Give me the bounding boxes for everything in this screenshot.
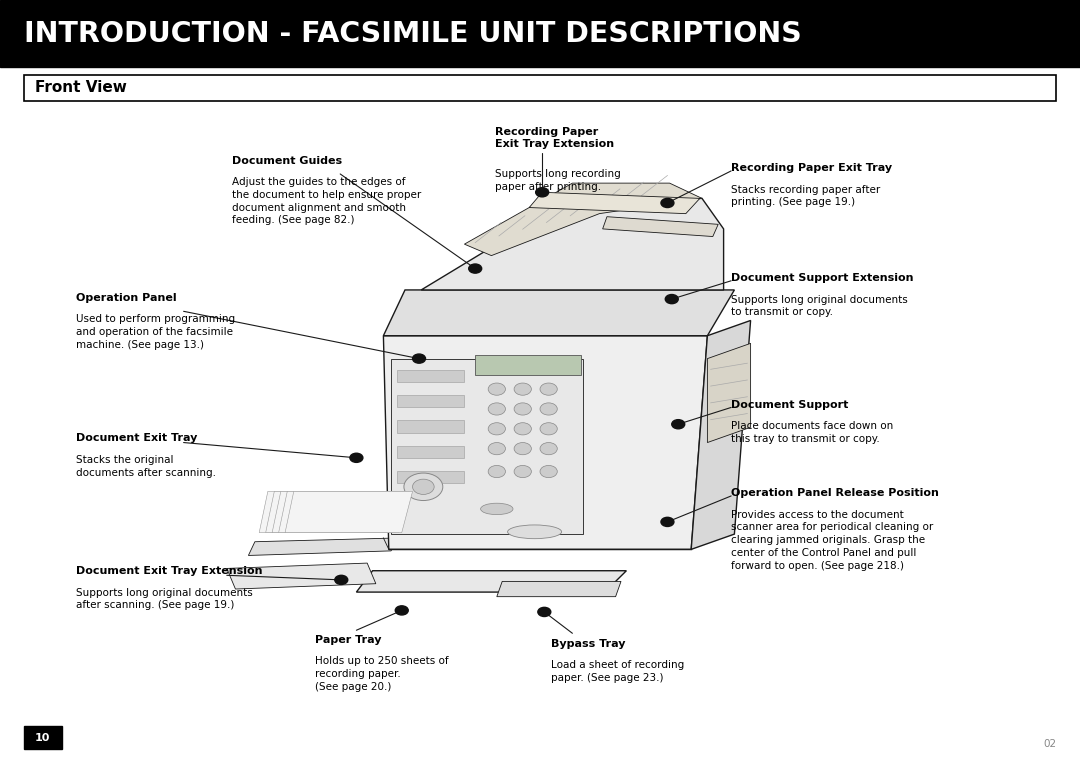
- Circle shape: [540, 403, 557, 415]
- Polygon shape: [691, 320, 751, 549]
- Circle shape: [488, 443, 505, 455]
- Polygon shape: [397, 471, 464, 483]
- Text: Used to perform programming
and operation of the facsimile
machine. (See page 13: Used to perform programming and operatio…: [76, 314, 234, 350]
- Text: Paper Tray: Paper Tray: [315, 635, 382, 645]
- Circle shape: [395, 606, 408, 615]
- Circle shape: [540, 423, 557, 435]
- Circle shape: [514, 423, 531, 435]
- Text: Provides access to the document
scanner area for periodical cleaning or
clearing: Provides access to the document scanner …: [731, 510, 933, 571]
- Ellipse shape: [481, 504, 513, 515]
- Polygon shape: [421, 198, 724, 290]
- Bar: [0, 0, 1080, 67]
- Polygon shape: [397, 420, 464, 433]
- Text: Document Exit Tray Extension: Document Exit Tray Extension: [76, 566, 262, 576]
- Circle shape: [514, 465, 531, 478]
- Polygon shape: [356, 571, 626, 592]
- Text: Document Exit Tray: Document Exit Tray: [76, 433, 197, 443]
- Circle shape: [514, 443, 531, 455]
- Text: 02: 02: [1043, 739, 1056, 749]
- Text: Stacks recording paper after
printing. (See page 19.): Stacks recording paper after printing. (…: [731, 185, 880, 208]
- Polygon shape: [397, 370, 464, 382]
- Ellipse shape: [508, 525, 562, 539]
- Circle shape: [661, 517, 674, 526]
- Polygon shape: [266, 491, 403, 533]
- Polygon shape: [279, 491, 409, 533]
- Polygon shape: [603, 217, 718, 237]
- Bar: [24, 75, 1056, 101]
- Circle shape: [469, 264, 482, 273]
- Text: Document Guides: Document Guides: [232, 156, 342, 166]
- Polygon shape: [383, 336, 707, 549]
- Circle shape: [672, 420, 685, 429]
- Circle shape: [404, 473, 443, 501]
- Polygon shape: [529, 192, 700, 214]
- Circle shape: [540, 443, 557, 455]
- Circle shape: [540, 465, 557, 478]
- Circle shape: [661, 198, 674, 208]
- Text: Operation Panel: Operation Panel: [76, 293, 176, 303]
- Circle shape: [413, 479, 434, 494]
- Circle shape: [514, 383, 531, 395]
- Polygon shape: [391, 359, 583, 534]
- Circle shape: [413, 354, 426, 363]
- Polygon shape: [397, 446, 464, 458]
- Circle shape: [665, 295, 678, 304]
- Circle shape: [538, 607, 551, 617]
- Polygon shape: [259, 491, 400, 533]
- Text: Place documents face down on
this tray to transmit or copy.: Place documents face down on this tray t…: [731, 421, 893, 444]
- Text: Document Support: Document Support: [731, 400, 849, 410]
- Circle shape: [350, 453, 363, 462]
- Text: Load a sheet of recording
paper. (See page 23.): Load a sheet of recording paper. (See pa…: [551, 660, 684, 683]
- Text: INTRODUCTION - FACSIMILE UNIT DESCRIPTIONS: INTRODUCTION - FACSIMILE UNIT DESCRIPTIO…: [24, 20, 801, 47]
- Polygon shape: [272, 491, 406, 533]
- Polygon shape: [707, 343, 751, 443]
- Polygon shape: [227, 563, 376, 589]
- Polygon shape: [248, 538, 400, 555]
- Text: Front View: Front View: [35, 80, 126, 95]
- Text: 10: 10: [35, 732, 50, 743]
- Text: Operation Panel Release Position: Operation Panel Release Position: [731, 488, 939, 498]
- Circle shape: [540, 383, 557, 395]
- Circle shape: [514, 403, 531, 415]
- Polygon shape: [497, 581, 621, 597]
- Text: Document Support Extension: Document Support Extension: [731, 273, 914, 283]
- Circle shape: [488, 423, 505, 435]
- Polygon shape: [285, 491, 413, 533]
- Circle shape: [488, 403, 505, 415]
- Text: Recording Paper
Exit Tray Extension: Recording Paper Exit Tray Extension: [495, 127, 613, 149]
- Text: Supports long original documents
to transmit or copy.: Supports long original documents to tran…: [731, 295, 908, 317]
- Text: Stacks the original
documents after scanning.: Stacks the original documents after scan…: [76, 455, 216, 478]
- Circle shape: [488, 383, 505, 395]
- Polygon shape: [397, 395, 464, 407]
- Bar: [24, 726, 62, 749]
- Text: Bypass Tray: Bypass Tray: [551, 639, 625, 649]
- Text: Supports long original documents
after scanning. (See page 19.): Supports long original documents after s…: [76, 588, 253, 610]
- Polygon shape: [383, 290, 734, 336]
- Circle shape: [536, 188, 549, 197]
- Polygon shape: [475, 355, 581, 375]
- Text: Recording Paper Exit Tray: Recording Paper Exit Tray: [731, 163, 892, 173]
- Circle shape: [488, 465, 505, 478]
- Text: Supports long recording
paper after printing.: Supports long recording paper after prin…: [495, 169, 620, 192]
- Text: Adjust the guides to the edges of
the document to help ensure proper
document al: Adjust the guides to the edges of the do…: [232, 177, 421, 225]
- Text: Holds up to 250 sheets of
recording paper.
(See page 20.): Holds up to 250 sheets of recording pape…: [315, 656, 449, 692]
- Circle shape: [335, 575, 348, 584]
- Polygon shape: [464, 183, 702, 256]
